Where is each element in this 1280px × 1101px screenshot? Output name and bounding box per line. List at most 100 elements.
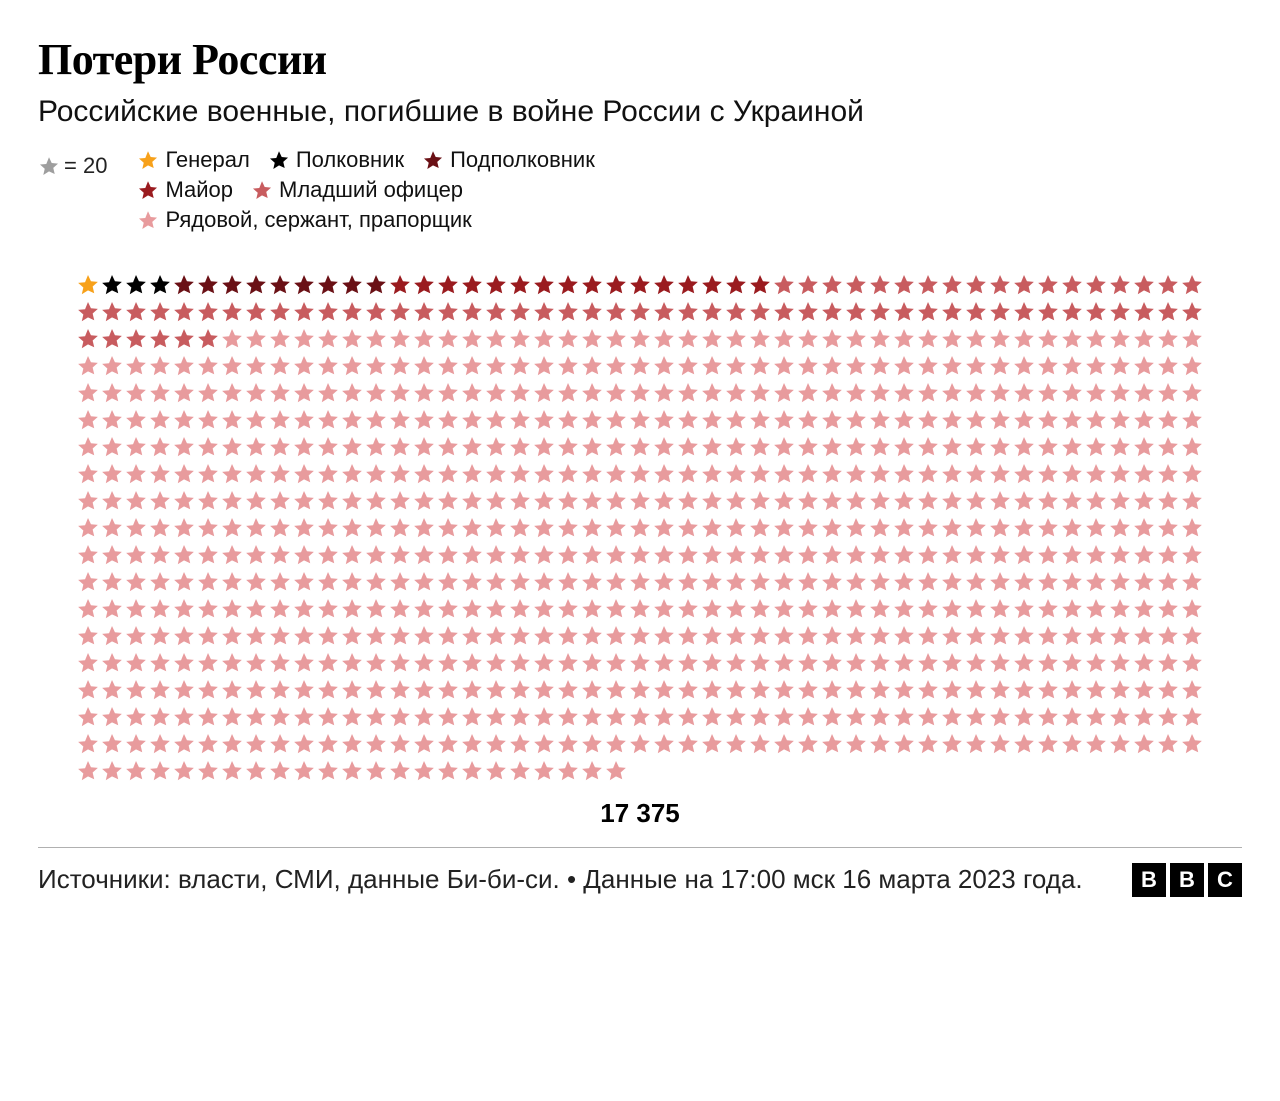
star-icon (964, 460, 988, 487)
star-icon (1036, 541, 1060, 568)
star-icon (76, 271, 100, 298)
star-icon (340, 622, 364, 649)
star-icon (964, 271, 988, 298)
star-icon (1156, 568, 1180, 595)
star-icon (1036, 379, 1060, 406)
star-icon (796, 325, 820, 352)
star-icon (172, 298, 196, 325)
star-icon (604, 649, 628, 676)
star-icon (1012, 649, 1036, 676)
star-icon (748, 271, 772, 298)
star-icon (556, 568, 580, 595)
star-icon (1012, 487, 1036, 514)
star-icon (820, 352, 844, 379)
star-icon (460, 271, 484, 298)
star-icon (76, 460, 100, 487)
star-icon (76, 541, 100, 568)
star-icon (1156, 703, 1180, 730)
legend-item: Подполковник (422, 147, 595, 173)
star-icon (844, 379, 868, 406)
star-icon (1108, 622, 1132, 649)
star-icon (892, 676, 916, 703)
star-icon (364, 595, 388, 622)
star-icon (748, 433, 772, 460)
star-icon (868, 460, 892, 487)
star-icon (220, 541, 244, 568)
star-icon (1060, 271, 1084, 298)
star-icon (916, 649, 940, 676)
star-icon (1060, 406, 1084, 433)
star-icon (628, 622, 652, 649)
star-icon (820, 325, 844, 352)
star-icon (1060, 595, 1084, 622)
star-icon (1132, 352, 1156, 379)
star-icon (1012, 406, 1036, 433)
star-icon (868, 433, 892, 460)
star-icon (508, 649, 532, 676)
star-icon (422, 149, 444, 171)
star-icon (964, 622, 988, 649)
star-icon (1060, 487, 1084, 514)
star-icon (556, 460, 580, 487)
star-icon (604, 595, 628, 622)
star-icon (316, 541, 340, 568)
star-icon (652, 676, 676, 703)
star-icon (868, 352, 892, 379)
star-icon (196, 514, 220, 541)
star-icon (724, 676, 748, 703)
star-icon (484, 325, 508, 352)
star-icon (676, 676, 700, 703)
star-icon (172, 649, 196, 676)
star-icon (868, 298, 892, 325)
star-icon (988, 433, 1012, 460)
star-icon (1180, 568, 1204, 595)
star-icon (820, 595, 844, 622)
star-icon (676, 514, 700, 541)
star-icon (508, 325, 532, 352)
star-icon (604, 703, 628, 730)
star-icon (316, 352, 340, 379)
star-icon (628, 487, 652, 514)
star-icon (76, 568, 100, 595)
star-icon (388, 514, 412, 541)
star-icon (100, 514, 124, 541)
star-icon (364, 514, 388, 541)
star-icon (244, 622, 268, 649)
star-icon (196, 622, 220, 649)
star-icon (1156, 298, 1180, 325)
star-icon (340, 649, 364, 676)
star-icon (532, 595, 556, 622)
star-icon (292, 568, 316, 595)
star-icon (196, 730, 220, 757)
star-icon (556, 379, 580, 406)
star-icon (436, 271, 460, 298)
star-icon (580, 622, 604, 649)
star-icon (916, 271, 940, 298)
star-icon (1036, 595, 1060, 622)
star-icon (148, 271, 172, 298)
star-icon (1012, 703, 1036, 730)
star-icon (892, 622, 916, 649)
star-icon (724, 541, 748, 568)
star-icon (604, 271, 628, 298)
legend-item: Рядовой, сержант, прапорщик (137, 207, 471, 233)
star-icon (436, 379, 460, 406)
star-icon (700, 379, 724, 406)
star-icon (388, 730, 412, 757)
star-icon (580, 406, 604, 433)
star-icon (772, 730, 796, 757)
star-icon (940, 460, 964, 487)
star-icon (316, 325, 340, 352)
star-icon (388, 325, 412, 352)
star-icon (916, 676, 940, 703)
star-icon (340, 757, 364, 784)
star-icon (1060, 433, 1084, 460)
star-icon (532, 514, 556, 541)
star-icon (1180, 460, 1204, 487)
star-icon (76, 730, 100, 757)
star-icon (292, 433, 316, 460)
star-icon (364, 460, 388, 487)
star-icon (1084, 541, 1108, 568)
star-icon (292, 325, 316, 352)
star-icon (724, 433, 748, 460)
